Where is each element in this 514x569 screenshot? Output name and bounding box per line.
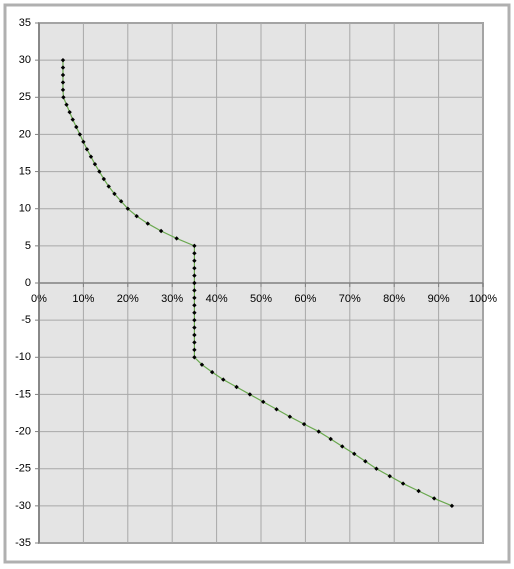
data-point bbox=[247, 392, 253, 397]
x-tick-label: 60% bbox=[294, 293, 316, 305]
data-point bbox=[192, 295, 197, 301]
data-point bbox=[192, 325, 197, 330]
data-point bbox=[192, 251, 197, 256]
data-point bbox=[387, 473, 392, 479]
data-point bbox=[77, 132, 83, 137]
data-point bbox=[60, 65, 66, 70]
x-tick-label: 80% bbox=[383, 293, 405, 305]
x-tick-label: 70% bbox=[339, 293, 361, 305]
data-point bbox=[118, 199, 124, 204]
data-point bbox=[74, 124, 79, 130]
data-point bbox=[192, 332, 197, 338]
data-point bbox=[60, 57, 66, 63]
x-tick-label: 20% bbox=[117, 293, 139, 305]
data-point bbox=[192, 288, 197, 293]
data-point bbox=[134, 213, 139, 219]
data-point bbox=[70, 117, 75, 122]
data-point bbox=[431, 496, 437, 501]
x-tick-label: 30% bbox=[161, 293, 183, 305]
data-point bbox=[192, 280, 197, 286]
data-point bbox=[101, 176, 107, 182]
data-point bbox=[374, 466, 379, 471]
data-point bbox=[192, 317, 197, 323]
data-point bbox=[261, 399, 266, 405]
data-point bbox=[416, 488, 421, 494]
x-tick-label: 100% bbox=[469, 293, 497, 305]
data-point bbox=[352, 451, 357, 457]
data-point bbox=[221, 377, 226, 382]
data-point bbox=[209, 369, 215, 375]
y-tick-label: -15 bbox=[15, 388, 31, 400]
y-tick-label: -10 bbox=[15, 351, 31, 363]
data-point bbox=[67, 109, 72, 115]
x-tick-label: 90% bbox=[428, 293, 450, 305]
data-point bbox=[192, 258, 197, 263]
data-point bbox=[125, 206, 130, 211]
data-point bbox=[192, 347, 197, 353]
y-tick-label: 0 bbox=[25, 277, 31, 289]
data-point bbox=[112, 191, 117, 197]
data-point bbox=[199, 362, 205, 367]
y-tick-label: -20 bbox=[15, 425, 31, 437]
data-point bbox=[328, 436, 333, 442]
y-tick-label: -25 bbox=[15, 463, 31, 475]
data-point bbox=[192, 303, 197, 308]
data-point bbox=[60, 72, 66, 78]
data-point bbox=[97, 169, 102, 174]
data-point bbox=[400, 481, 406, 486]
data-point bbox=[192, 310, 197, 315]
data-point bbox=[61, 95, 66, 100]
x-tick-label: 50% bbox=[250, 293, 272, 305]
data-point bbox=[158, 228, 164, 234]
y-tick-label: -5 bbox=[21, 314, 31, 326]
data-point bbox=[363, 459, 368, 464]
data-point bbox=[192, 265, 197, 271]
data-point bbox=[449, 503, 455, 509]
data-point bbox=[81, 139, 86, 145]
data-point bbox=[92, 161, 98, 167]
x-tick-label: 40% bbox=[206, 293, 228, 305]
data-point bbox=[60, 80, 66, 85]
data-point bbox=[287, 414, 293, 419]
data-point bbox=[88, 154, 94, 159]
data-point bbox=[174, 236, 179, 241]
data-point bbox=[234, 384, 239, 390]
y-tick-label: -30 bbox=[15, 500, 31, 512]
data-point bbox=[106, 184, 111, 189]
y-tick-label: 10 bbox=[19, 203, 31, 215]
data-point bbox=[192, 340, 197, 345]
data-point bbox=[340, 444, 345, 449]
data-point bbox=[316, 429, 321, 434]
y-tick-label: -35 bbox=[15, 537, 31, 549]
y-tick-label: 5 bbox=[25, 240, 31, 252]
data-point bbox=[192, 273, 197, 278]
y-tick-label: 30 bbox=[19, 54, 31, 66]
data-point bbox=[84, 147, 90, 152]
y-tick-label: 15 bbox=[19, 165, 31, 177]
x-tick-label: 10% bbox=[72, 293, 94, 305]
y-tick-label: 25 bbox=[19, 91, 31, 103]
data-point bbox=[301, 421, 307, 427]
data-point bbox=[192, 355, 197, 360]
data-point bbox=[60, 87, 66, 93]
data-point bbox=[192, 243, 197, 249]
data-point bbox=[64, 102, 69, 107]
y-tick-label: 35 bbox=[19, 17, 31, 29]
y-tick-label: 20 bbox=[19, 128, 31, 140]
data-point bbox=[274, 407, 279, 412]
data-point bbox=[145, 221, 150, 226]
